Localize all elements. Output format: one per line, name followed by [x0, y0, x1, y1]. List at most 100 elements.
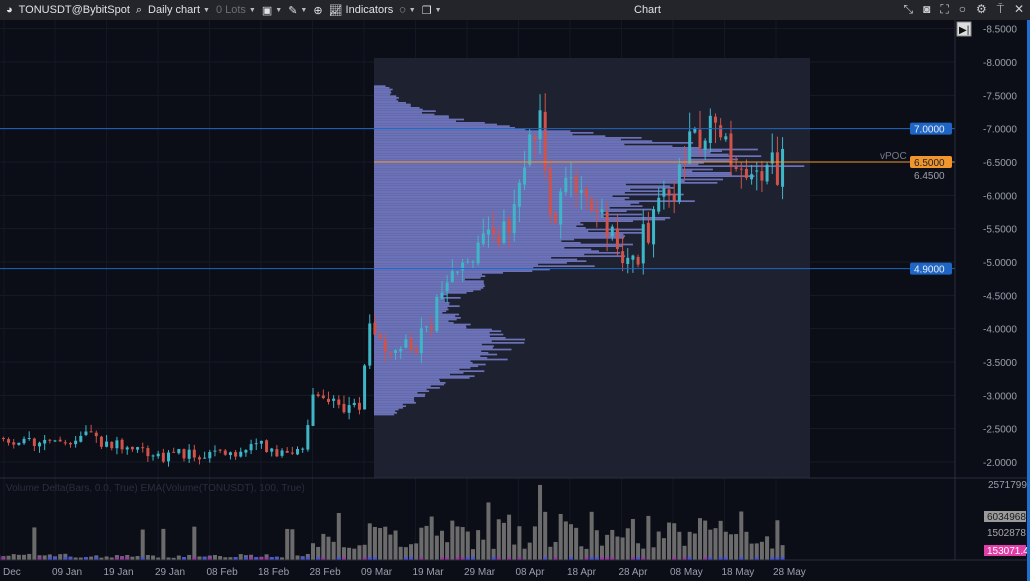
circle-tool-icon[interactable]: ◌ ▼	[399, 4, 416, 16]
price-chart[interactable]: Dec 09 Jan 19 Jan 29 Jan 08 Feb 18 Feb 28 Feb 0…	[0, 20, 1030, 581]
volume-bar	[156, 557, 161, 560]
candle-body	[192, 449, 196, 458]
lots-dropdown[interactable]: 0 Lots ▼	[216, 4, 256, 16]
volume-bar	[512, 544, 517, 560]
scroll-to-end-button[interactable]	[956, 21, 972, 37]
volume-profile-bar	[374, 148, 758, 151]
volume-bar	[151, 555, 156, 560]
camera-icon[interactable]: ◙	[923, 2, 931, 16]
delta-bar	[259, 557, 264, 560]
volume-profile-bar	[374, 413, 395, 416]
candle-body	[703, 140, 707, 150]
candle-body	[290, 452, 294, 454]
volume-profile-bar	[374, 95, 397, 98]
circle-icon[interactable]: ○	[958, 2, 966, 16]
collapse-icon[interactable]: ⤡	[903, 2, 914, 16]
delta-bar	[718, 557, 723, 560]
close-icon[interactable]: ✕	[1013, 2, 1024, 16]
price-tick-label: -2.5000	[983, 425, 1017, 436]
volume-bar	[58, 554, 63, 560]
volume-profile-bar	[374, 170, 693, 173]
candle-body	[713, 116, 717, 123]
candle-body	[244, 449, 248, 453]
candle-body	[781, 148, 785, 187]
candle-body	[481, 233, 485, 244]
zoom-icon[interactable]: ⊕	[313, 4, 323, 17]
candle-body	[471, 261, 475, 263]
candle-body	[161, 452, 165, 462]
volume-profile-bar	[374, 143, 625, 146]
volume-profile-bar	[374, 295, 443, 298]
window-icon[interactable]: ❐ ▼	[421, 4, 442, 17]
delta-bar	[53, 557, 57, 560]
volume-profile-bar	[374, 138, 621, 141]
pin-icon[interactable]: ⍑	[996, 2, 1004, 16]
candle-body	[105, 441, 109, 447]
candle-body	[765, 164, 769, 182]
volume-bar	[424, 525, 429, 560]
volume-bar	[367, 523, 372, 560]
volume-profile-bar	[374, 280, 484, 283]
volume-bar	[223, 557, 228, 560]
volume-profile-bar	[374, 406, 403, 409]
price-tick-label: -4.0000	[983, 325, 1017, 336]
last-price-label: 6.4500	[914, 171, 945, 182]
price-tick-label: -6.0000	[983, 191, 1017, 202]
candle-body	[698, 129, 702, 149]
delta-bar	[37, 557, 42, 560]
delta-bar	[630, 557, 635, 560]
volume-bar	[73, 557, 78, 560]
volume-profile-bar	[374, 346, 493, 349]
volume-bar	[517, 526, 522, 560]
volume-bar	[290, 529, 295, 560]
volume-profile-bar	[374, 276, 481, 279]
volume-profile-bar	[374, 373, 450, 376]
volume-bar	[605, 534, 610, 560]
volume-profile-bar	[374, 386, 440, 389]
volume-bar	[445, 542, 450, 560]
delta-tag-label: 153071.4	[987, 546, 1029, 557]
volume-profile-bar	[374, 215, 604, 218]
candle-body	[177, 449, 181, 454]
display-mode-button[interactable]: ▣ ▼	[261, 4, 283, 17]
candle-body	[17, 442, 21, 445]
candle-body	[455, 271, 459, 273]
volume-profile-bar	[374, 336, 506, 339]
indicators-button[interactable]: 📈︎ Indicators	[329, 4, 394, 17]
delta-bar	[465, 557, 470, 560]
volume-profile-bar	[374, 355, 481, 358]
gear-icon[interactable]: ⚙	[975, 2, 987, 16]
volume-profile-bar	[374, 256, 552, 259]
delta-bar	[723, 557, 728, 560]
volume-profile-bar	[374, 141, 694, 144]
symbol-selector[interactable]: TONUSDT@BybitSpot	[18, 4, 130, 16]
volume-bar	[579, 546, 584, 560]
volume-profile-bar	[374, 181, 718, 184]
volume-bar	[130, 556, 135, 560]
volume-profile-bar	[374, 90, 391, 93]
volume-bar	[543, 511, 548, 560]
candle-body	[363, 365, 367, 410]
volume-profile-bar	[374, 400, 415, 403]
delta-bar	[703, 557, 708, 560]
pencil-icon[interactable]: ✎ ▼	[288, 4, 308, 17]
volume-bar	[326, 536, 331, 560]
delta-bar	[83, 557, 88, 560]
time-tick-label: 09 Jan	[52, 567, 82, 578]
volume-bar	[238, 554, 243, 560]
volume-profile-bar	[374, 258, 578, 261]
volume-profile-bar	[374, 388, 427, 391]
volume-bar	[728, 534, 733, 560]
volume-profile-bar	[374, 201, 640, 204]
timeframe-dropdown[interactable]: Daily chart ▼	[148, 4, 210, 16]
volume-profile-bar	[374, 358, 508, 361]
candle-body	[342, 403, 346, 413]
delta-bar	[269, 557, 274, 560]
fullscreen-icon[interactable]: ⛶	[940, 2, 949, 16]
search-icon[interactable]: ⌕	[135, 3, 143, 16]
candle-body	[321, 395, 325, 399]
caret-down-icon: ▼	[248, 6, 256, 14]
time-tick-label: 28 Feb	[310, 567, 342, 578]
candle-body	[688, 131, 692, 164]
candle-body	[125, 447, 129, 450]
